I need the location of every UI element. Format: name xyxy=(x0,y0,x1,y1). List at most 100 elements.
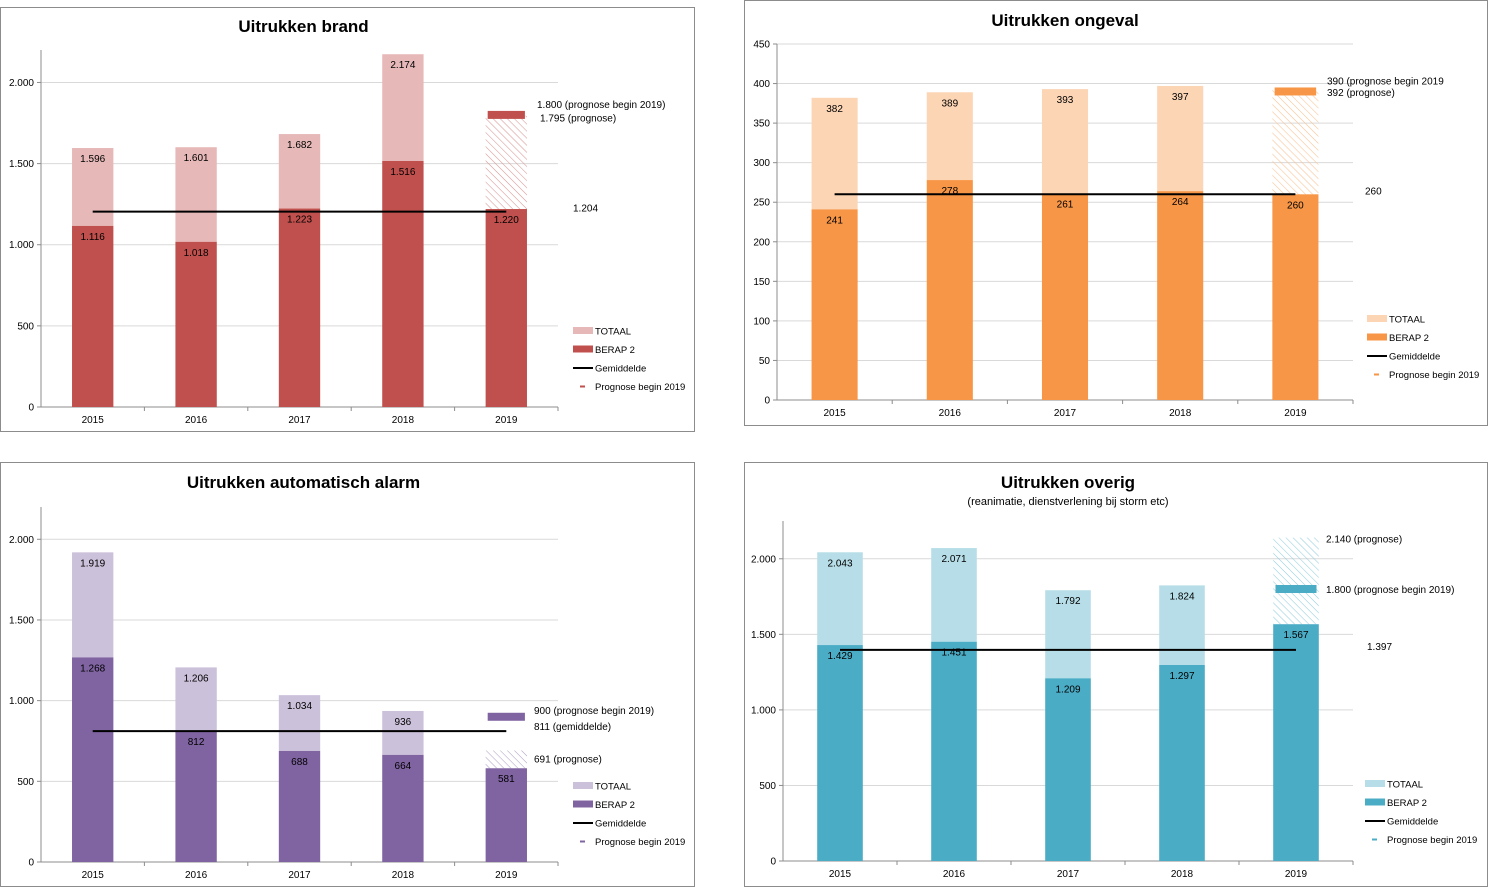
prognose-label: 1.800 (prognose begin 2019) xyxy=(1326,585,1454,596)
bar-forecast xyxy=(1273,537,1319,625)
bar-forecast xyxy=(1272,89,1319,195)
x-tick-label: 2015 xyxy=(823,408,846,419)
bar-totaal xyxy=(175,667,217,731)
legend-label: Gemiddelde xyxy=(595,364,646,375)
bar-totaal xyxy=(1041,89,1089,194)
legend-label: BERAP 2 xyxy=(1387,798,1427,809)
legend-label: Prognose begin 2019 xyxy=(1387,835,1477,846)
x-tick-label: 2018 xyxy=(1171,869,1194,880)
prognose-label: 1.800 (prognose begin 2019) xyxy=(537,100,665,111)
bar-berap xyxy=(1272,194,1319,400)
y-tick-label: 500 xyxy=(17,777,34,788)
data-label-berap: 241 xyxy=(826,215,843,226)
x-tick-label: 2019 xyxy=(495,870,518,881)
data-label-berap: 1.018 xyxy=(184,248,209,259)
prognose-label: 900 (prognose begin 2019) xyxy=(534,706,654,717)
data-label-totaal: 936 xyxy=(395,717,412,728)
bar-totaal xyxy=(278,695,321,751)
legend-label: TOTAAL xyxy=(595,327,631,338)
x-tick-label: 2018 xyxy=(392,415,415,426)
data-label-totaal: 397 xyxy=(1172,92,1189,103)
bar-forecast xyxy=(485,750,527,769)
y-tick-label: 400 xyxy=(753,79,770,90)
bar-berap xyxy=(175,241,217,407)
x-tick-label: 2017 xyxy=(288,415,311,426)
data-label-totaal: 1.601 xyxy=(184,153,209,164)
chart-svg-automatisch-alarm: Uitrukken automatisch alarm 0 500 1.000 1.50… xyxy=(9,473,685,881)
y-tick-label: 100 xyxy=(753,316,770,327)
data-label-berap: 688 xyxy=(291,757,308,768)
chart-svg-ongeval: Uitrukken ongeval 0 50 100 150 200 250 300 350 40… xyxy=(753,11,1479,419)
y-tick-label: 0 xyxy=(764,396,770,407)
y-tick-label: 2.000 xyxy=(751,554,776,565)
data-label-berap: 1.209 xyxy=(1055,684,1080,695)
x-tick-label: 2019 xyxy=(1284,408,1307,419)
data-label-berap: 1.268 xyxy=(80,663,105,674)
chart-title: Uitrukken overig xyxy=(1001,473,1135,492)
data-label-totaal: 1.206 xyxy=(184,673,209,684)
chart-panel-automatisch-alarm: Uitrukken automatisch alarm 0 500 1.000 1.50… xyxy=(0,462,695,887)
bar-berap xyxy=(1045,678,1091,861)
bar-totaal xyxy=(926,92,973,181)
x-tick-label: 2018 xyxy=(392,870,415,881)
average-label: 260 xyxy=(1365,186,1382,197)
data-label-berap: 664 xyxy=(395,761,412,772)
data-label-totaal: 1.034 xyxy=(287,701,312,712)
data-label-berap: 1.220 xyxy=(494,215,519,226)
prognose-marker xyxy=(487,110,525,119)
x-tick-label: 2015 xyxy=(829,869,852,880)
bar-berap xyxy=(72,225,114,407)
bar-totaal xyxy=(811,97,858,210)
legend-swatch-berap xyxy=(1365,798,1385,806)
y-tick-label: 2.000 xyxy=(9,78,34,89)
bar-berap xyxy=(1273,624,1319,861)
forecast-label: 1.795 (prognose) xyxy=(540,114,616,125)
data-label-totaal: 1.824 xyxy=(1169,591,1194,602)
data-label-berap: 1.223 xyxy=(287,215,312,226)
data-label-totaal: 1.919 xyxy=(80,558,105,569)
chart-title: Uitrukken brand xyxy=(238,17,368,36)
bar-totaal xyxy=(1045,590,1091,679)
x-tick-label: 2015 xyxy=(82,415,105,426)
legend-swatch-berap xyxy=(573,345,593,353)
y-tick-label: 50 xyxy=(759,356,771,367)
bar-berap xyxy=(811,209,858,400)
bar-berap xyxy=(485,209,527,407)
bar-berap xyxy=(278,750,321,862)
data-label-totaal: 382 xyxy=(826,104,843,115)
legend-label: BERAP 2 xyxy=(595,345,635,356)
data-label-totaal: 389 xyxy=(941,98,958,109)
x-tick-label: 2017 xyxy=(288,870,311,881)
legend-label: TOTAAL xyxy=(1389,315,1425,326)
forecast-label: 2.140 (prognose) xyxy=(1326,535,1402,546)
y-tick-label: 0 xyxy=(28,858,34,869)
data-label-totaal: 393 xyxy=(1057,95,1074,106)
data-label-totaal: 1.596 xyxy=(80,154,105,165)
legend-label: Gemiddelde xyxy=(1387,817,1438,828)
bar-totaal xyxy=(382,54,424,161)
bar-totaal xyxy=(1157,85,1204,192)
bar-berap xyxy=(817,645,863,861)
y-tick-label: 1.000 xyxy=(9,240,34,251)
legend-swatch-totaal xyxy=(1367,315,1387,322)
bar-forecast xyxy=(485,115,527,210)
data-label-berap: 1.567 xyxy=(1283,630,1308,641)
y-tick-label: 250 xyxy=(753,198,770,209)
y-tick-label: 500 xyxy=(17,321,34,332)
legend-label: Prognose begin 2019 xyxy=(1389,370,1479,381)
bar-berap xyxy=(382,160,424,407)
y-tick-label: 1.500 xyxy=(751,630,776,641)
prognose-marker xyxy=(1275,585,1317,593)
legend-swatch-totaal xyxy=(1365,780,1385,787)
data-label-totaal: 2.174 xyxy=(390,60,415,71)
data-label-totaal: 1.682 xyxy=(287,140,312,151)
legend-label: Prognose begin 2019 xyxy=(595,837,685,848)
chart-title: Uitrukken automatisch alarm xyxy=(187,473,420,492)
bar-berap xyxy=(926,180,973,400)
prognose-marker xyxy=(1274,87,1317,96)
bar-totaal xyxy=(278,134,321,209)
data-label-totaal: 1.792 xyxy=(1055,596,1080,607)
legend-label: Gemiddelde xyxy=(1389,352,1440,363)
chart-panel-ongeval: Uitrukken ongeval 0 50 100 150 200 250 300 350 40… xyxy=(744,0,1488,426)
x-tick-label: 2018 xyxy=(1169,408,1192,419)
